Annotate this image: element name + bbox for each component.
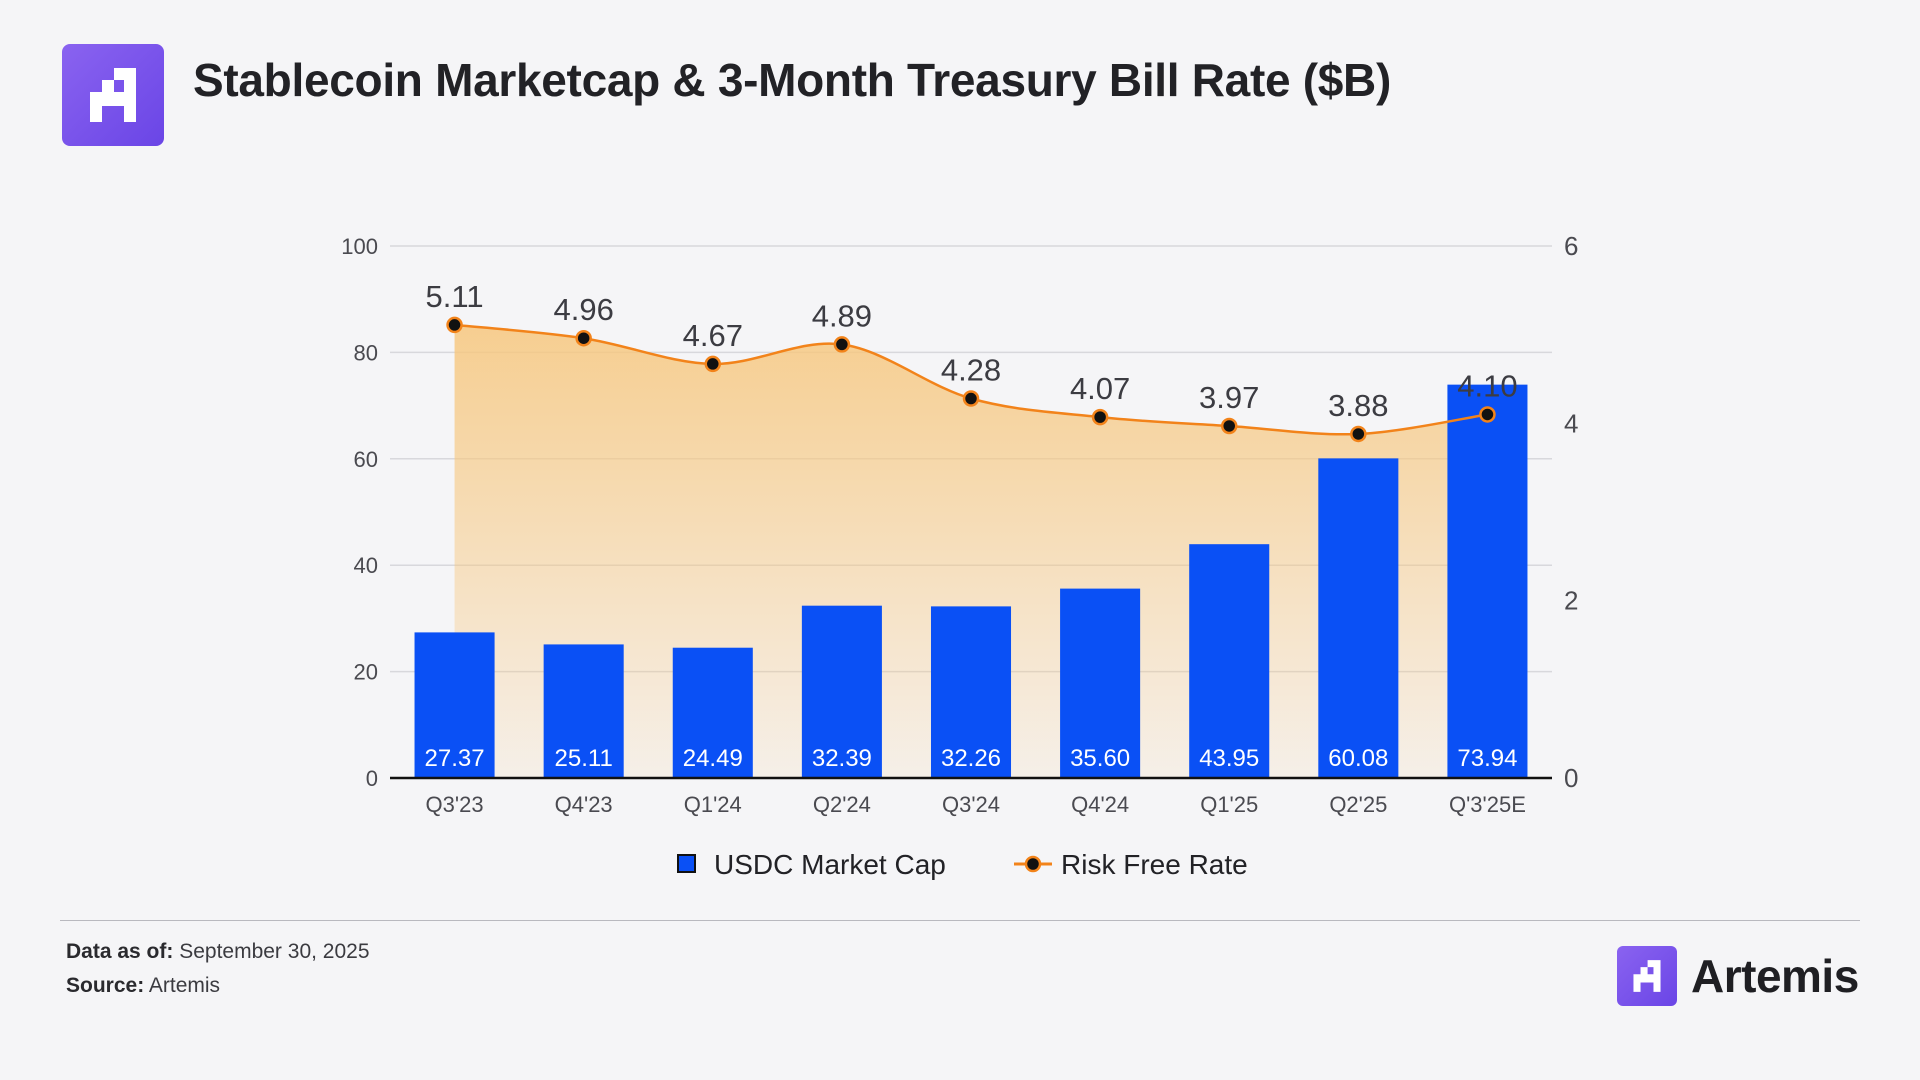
- rate-point: [962, 390, 980, 407]
- bar-value-label: 27.37: [425, 745, 485, 772]
- x-tick-label: Q1'24: [684, 792, 742, 817]
- bar: [801, 605, 882, 778]
- bar-value-label: 35.60: [1070, 745, 1130, 772]
- rate-point: [446, 316, 463, 334]
- data-as-of-label: Data as of:: [66, 940, 174, 963]
- bar: [414, 632, 495, 778]
- y-left-tick-label: 100: [341, 234, 378, 259]
- x-tick-label: Q4'23: [555, 792, 613, 817]
- rate-point: [1479, 406, 1496, 423]
- rate-point: [1220, 417, 1238, 435]
- rate-value-label: 4.89: [812, 298, 872, 333]
- rate-value-label: 4.96: [553, 292, 613, 327]
- y-right-tick-label: 6: [1564, 231, 1578, 261]
- source-label: Source:: [66, 974, 145, 997]
- source: Source: Artemis: [66, 974, 220, 998]
- artemis-brand-icon: [1617, 946, 1677, 1006]
- bar-value-label: 73.94: [1457, 745, 1517, 772]
- bar-value-label: 32.26: [941, 745, 1001, 772]
- bar-value-label: 60.08: [1328, 745, 1388, 772]
- bar-value-label: 25.11: [555, 745, 613, 772]
- legend-bar-swatch: [677, 854, 696, 873]
- y-left-tick-label: 80: [354, 340, 378, 365]
- y-right-tick-label: 4: [1564, 408, 1578, 438]
- legend-bar-label: USDC Market Cap: [714, 849, 946, 880]
- bar: [930, 606, 1012, 778]
- bar: [1318, 458, 1399, 778]
- y-right-tick-label: 0: [1564, 763, 1578, 793]
- footer-divider: [60, 920, 1860, 921]
- bar: [543, 644, 624, 778]
- x-tick-label: Q'3'25E: [1449, 792, 1526, 817]
- rate-value-label: 4.07: [1070, 371, 1130, 406]
- x-tick-label: Q2'25: [1329, 792, 1387, 817]
- source-value: Artemis: [148, 974, 221, 997]
- bar-value-label: 24.49: [683, 745, 743, 772]
- rate-point: [704, 355, 722, 373]
- brand-name: Artemis: [1691, 950, 1859, 1002]
- y-left-tick-label: 0: [366, 766, 378, 791]
- data-as-of-value: September 30, 2025: [179, 940, 370, 963]
- bar: [1189, 544, 1270, 778]
- rate-value-label: 3.88: [1328, 388, 1388, 423]
- rate-value-label: 4.67: [683, 318, 743, 353]
- rate-point: [575, 329, 592, 347]
- bar: [1060, 588, 1141, 778]
- x-tick-label: Q2'24: [813, 792, 871, 817]
- rate-value-label: 3.97: [1199, 380, 1259, 415]
- rate-value-label: 5.11: [426, 279, 484, 314]
- rate-value-label: 4.28: [941, 353, 1001, 388]
- y-left-tick-label: 60: [354, 447, 378, 472]
- x-tick-label: Q4'24: [1071, 792, 1129, 817]
- data-as-of: Data as of: September 30, 2025: [66, 940, 370, 964]
- bar: [1447, 384, 1528, 778]
- x-tick-label: Q1'25: [1200, 792, 1258, 817]
- rate-point: [1350, 425, 1367, 443]
- rate-value-label: 4.10: [1457, 368, 1517, 403]
- bar-value-label: 43.95: [1199, 745, 1259, 772]
- x-tick-label: Q3'24: [942, 792, 1000, 817]
- y-right-tick-label: 2: [1564, 586, 1578, 616]
- bar: [672, 647, 753, 778]
- artemis-logo-icon: [62, 44, 164, 146]
- y-left-tick-label: 20: [354, 660, 378, 685]
- rate-point: [1091, 408, 1109, 426]
- y-left-tick-label: 40: [354, 553, 378, 578]
- x-tick-label: Q3'23: [426, 792, 484, 817]
- legend-line-marker: [1024, 855, 1042, 873]
- legend-line-label: Risk Free Rate: [1061, 849, 1248, 880]
- rate-point: [833, 336, 851, 353]
- bar-value-label: 32.39: [812, 745, 872, 772]
- page-title: Stablecoin Marketcap & 3-Month Treasury …: [193, 54, 1391, 106]
